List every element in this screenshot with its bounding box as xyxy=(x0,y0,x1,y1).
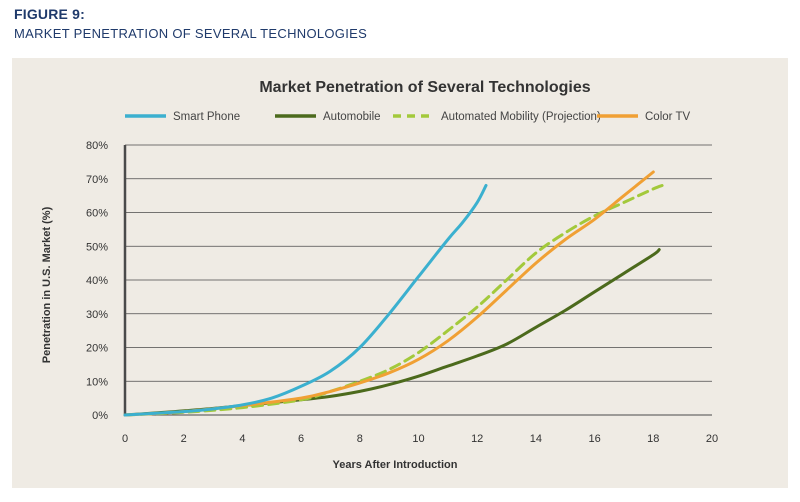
series-lines xyxy=(123,170,664,417)
y-tick-label: 30% xyxy=(86,309,108,321)
x-tick-label: 6 xyxy=(298,433,304,445)
figure-label: FIGURE 9: xyxy=(14,6,86,22)
legend-label: Automated Mobility (Projection) xyxy=(441,111,601,123)
x-tick-label: 18 xyxy=(647,433,659,445)
gridlines xyxy=(125,144,712,382)
x-tick-label: 20 xyxy=(706,433,718,445)
y-tick-label: 80% xyxy=(86,140,108,152)
y-axis-ticks: 0% 10% 20% 30% 40% 50% 60% 70% 80% xyxy=(86,140,108,422)
x-tick-label: 16 xyxy=(588,433,600,445)
y-tick-label: 20% xyxy=(86,343,108,355)
x-tick-label: 0 xyxy=(122,433,128,445)
x-tick-label: 8 xyxy=(357,433,363,445)
x-tick-label: 12 xyxy=(471,433,483,445)
x-tick-label: 4 xyxy=(239,433,245,445)
y-tick-label: 60% xyxy=(86,208,108,220)
legend-label: Automobile xyxy=(323,111,381,123)
chart-panel xyxy=(12,58,788,488)
series-line-automobile xyxy=(123,248,661,417)
x-axis-ticks: 0 2 4 6 8 10 12 14 16 18 20 xyxy=(122,433,718,445)
chart-title: Market Penetration of Several Technologi… xyxy=(259,79,590,96)
y-tick-label: 10% xyxy=(86,376,108,388)
y-tick-label: 50% xyxy=(86,241,108,253)
figure-subtitle: MARKET PENETRATION OF SEVERAL TECHNOLOGI… xyxy=(14,26,368,41)
legend-label: Smart Phone xyxy=(173,111,240,123)
y-tick-label: 70% xyxy=(86,174,108,186)
y-tick-label: 40% xyxy=(86,275,108,287)
legend: Smart Phone Automobile Automated Mobility … xyxy=(125,111,690,123)
x-tick-label: 14 xyxy=(530,433,542,445)
x-tick-label: 10 xyxy=(412,433,424,445)
series-line-color-tv xyxy=(123,170,655,417)
series-line-smart-phone xyxy=(123,184,488,417)
y-tick-label: 0% xyxy=(92,410,108,422)
x-axis-title: Years After Introduction xyxy=(333,459,458,471)
legend-label: Color TV xyxy=(645,111,690,123)
y-axis-title: Penetration in U.S. Market (%) xyxy=(41,206,53,363)
x-tick-label: 2 xyxy=(181,433,187,445)
